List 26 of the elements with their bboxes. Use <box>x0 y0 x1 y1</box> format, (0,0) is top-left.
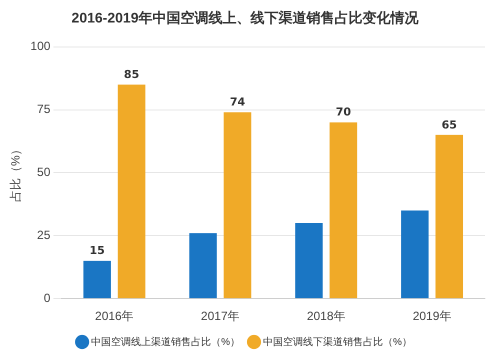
bar <box>83 260 111 298</box>
x-tick-label: 2019年 <box>412 309 452 324</box>
y-tick-label: 100 <box>30 39 51 54</box>
data-label: 65 <box>442 118 457 132</box>
y-tick-label: 50 <box>37 165 51 180</box>
data-label: 85 <box>124 68 140 81</box>
bar <box>330 122 358 298</box>
y-tick-label: 25 <box>37 228 51 242</box>
bar <box>295 223 323 298</box>
bar <box>224 112 252 298</box>
x-tick-label: 2017年 <box>200 309 240 324</box>
y-tick-label: 75 <box>37 102 51 116</box>
data-label: 74 <box>230 96 246 109</box>
bar <box>118 84 146 298</box>
x-tick-label: 2016年 <box>95 309 134 324</box>
data-label: 70 <box>336 106 352 119</box>
y-axis-title: 占比（%） <box>8 143 23 202</box>
bar <box>435 134 464 298</box>
data-label: 15 <box>90 244 105 258</box>
legend-label: 中国空调线上渠道销售占比（%） <box>91 336 240 348</box>
y-tick-label: 0 <box>44 290 51 305</box>
x-tick-label: 2018年 <box>306 309 346 324</box>
bar <box>401 210 429 298</box>
chart-title: 2016-2019年中国空调线上、线下渠道销售占比变化情况 <box>72 9 420 26</box>
bar <box>189 233 217 298</box>
legend-label: 中国空调线下渠道销售占比（%） <box>263 336 412 348</box>
